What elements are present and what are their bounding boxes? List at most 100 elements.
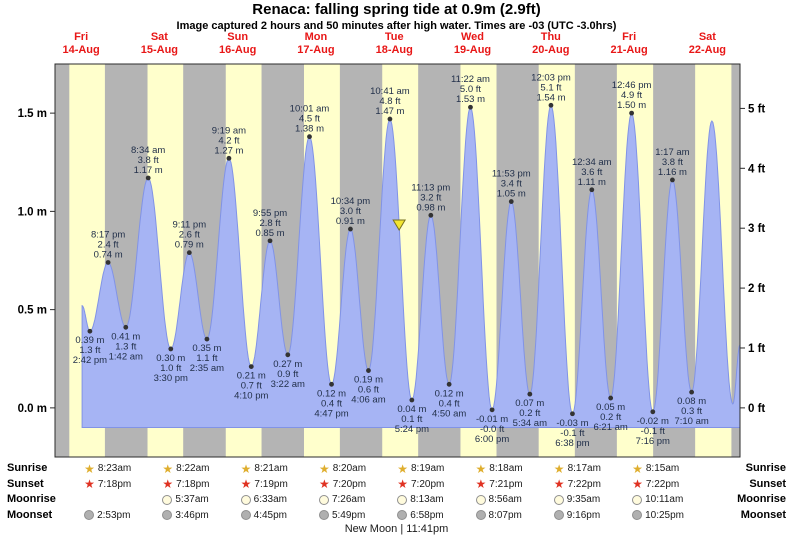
sunset-icon: ★ bbox=[318, 477, 330, 491]
moonrise-time: 9:35am bbox=[566, 494, 601, 505]
tide-label-high: 10:01 am 4.5 ft 1.38 m bbox=[290, 104, 330, 135]
day-name-label: Thu bbox=[541, 31, 561, 43]
day-date-label: 14-Aug bbox=[62, 44, 99, 56]
sunrise-time: 8:20am bbox=[332, 463, 367, 474]
sunset-time: 7:22pm bbox=[645, 478, 680, 490]
day-date-label: 17-Aug bbox=[297, 44, 334, 56]
sunset-time: 7:20pm bbox=[411, 478, 445, 490]
sunset-entry: ★ 7:20pm bbox=[397, 477, 444, 492]
moonrise-time: 10:11am bbox=[645, 494, 684, 505]
sunrise-icon: ★ bbox=[240, 461, 252, 476]
tide-point bbox=[366, 368, 371, 373]
sunrise-entry: ★ 8:23am bbox=[84, 461, 131, 476]
moonrise-icon bbox=[475, 494, 486, 505]
tide-point bbox=[508, 199, 514, 204]
day-name-label: Fri bbox=[74, 31, 88, 43]
sunrise-entry: ★ 8:20am bbox=[319, 461, 366, 476]
sunset-row-label-left: Sunset bbox=[7, 477, 44, 490]
day-name-label: Tue bbox=[385, 31, 404, 43]
moonset-time: 5:49pm bbox=[331, 509, 366, 521]
sunset-icon: ★ bbox=[240, 477, 252, 491]
tide-point bbox=[226, 155, 232, 161]
tide-label-low: 0.21 m 0.7 ft 4:10 pm bbox=[234, 371, 268, 402]
sunrise-icon: ★ bbox=[84, 461, 95, 476]
tide-point bbox=[186, 250, 192, 256]
tide-point bbox=[446, 381, 452, 387]
tide-point bbox=[285, 352, 291, 358]
tide-label-high: 11:53 pm 3.4 ft 1.05 m bbox=[492, 169, 531, 200]
tide-label-low: 0.04 m 0.1 ft 5:24 pm bbox=[395, 404, 429, 435]
moonrise-time: 7:26am bbox=[331, 494, 366, 505]
tide-label-high: 1:17 am 3.8 ft 1.16 m bbox=[655, 147, 689, 178]
tide-point bbox=[348, 226, 353, 232]
sunset-icon: ★ bbox=[84, 477, 95, 491]
tide-label-high: 9:19 am 4.2 ft 1.27 m bbox=[212, 125, 246, 156]
moonrise-icon bbox=[397, 494, 408, 505]
sunrise-entry: ★ 8:18am bbox=[476, 461, 523, 476]
tide-point bbox=[629, 110, 635, 116]
tide-point bbox=[428, 212, 434, 218]
moonset-entry: 5:49pm bbox=[318, 508, 366, 523]
sunrise-time: 8:17am bbox=[567, 463, 601, 474]
tide-point bbox=[570, 411, 575, 417]
moonset-row-label-right: Moonset bbox=[740, 508, 786, 521]
moonrise-icon bbox=[162, 494, 173, 505]
left-axis-label: 1.5 m bbox=[18, 108, 47, 120]
moonrise-row-label-right: Moonrise bbox=[737, 493, 786, 505]
moonrise-row-label-left: Moonrise bbox=[7, 493, 56, 505]
tide-point bbox=[168, 346, 174, 352]
moonset-icon bbox=[397, 510, 408, 520]
sunset-row: Sunset Sunset ★ 7:18pm ★ 7:18pm ★ 7:19pm ★ 7:20pm… bbox=[0, 477, 793, 492]
tide-curve bbox=[81, 104, 741, 428]
tide-label-high: 10:34 pm 3.0 ft 0.91 m bbox=[331, 196, 371, 227]
sunset-entry: ★ 7:19pm bbox=[241, 477, 288, 492]
right-axis-label: 3 ft bbox=[748, 223, 765, 235]
moonset-icon bbox=[162, 510, 173, 520]
tide-point bbox=[387, 116, 393, 122]
tide-point bbox=[307, 134, 312, 140]
moonset-entry: 8:07pm bbox=[475, 508, 522, 523]
moonrise-icon bbox=[318, 494, 329, 505]
sunrise-entry: ★ 8:22am bbox=[162, 461, 209, 476]
tide-label-low: 0.41 m 1.3 ft 1:42 am bbox=[109, 331, 143, 362]
sunrise-icon: ★ bbox=[475, 461, 487, 476]
sunrise-icon: ★ bbox=[553, 461, 565, 476]
sunrise-icon: ★ bbox=[162, 461, 174, 476]
moonrise-entry: 7:26am bbox=[318, 492, 366, 507]
sunset-entry: ★ 7:20pm bbox=[319, 477, 366, 492]
moonrise-icon bbox=[240, 494, 251, 505]
sunset-entry: ★ 7:22pm bbox=[632, 477, 679, 492]
tide-label-low: 0.19 m 0.6 ft 4:06 am bbox=[351, 375, 385, 406]
tide-label-low: 0.27 m 0.9 ft 3:22 am bbox=[271, 359, 305, 390]
day-date-label: 20-Aug bbox=[532, 44, 569, 56]
right-axis-label: 0 ft bbox=[748, 403, 765, 415]
right-axis-label: 4 ft bbox=[748, 163, 765, 175]
sunset-time: 7:19pm bbox=[254, 478, 288, 490]
tide-point bbox=[87, 328, 93, 334]
sunset-entry: ★ 7:18pm bbox=[162, 477, 209, 492]
tide-label-low: -0.02 m -0.1 ft 7:16 pm bbox=[636, 416, 670, 447]
moonrise-entry: 10:11am bbox=[632, 492, 683, 507]
sunrise-row-label-right: Sunrise bbox=[745, 462, 786, 474]
tide-point bbox=[468, 104, 473, 110]
moonrise-entry: 8:13am bbox=[397, 492, 444, 507]
left-axis-label: 1.0 m bbox=[18, 206, 47, 218]
tide-point bbox=[489, 407, 495, 413]
sunset-icon: ★ bbox=[397, 477, 408, 491]
day-date-label: 16-Aug bbox=[219, 44, 256, 56]
moonrise-icon bbox=[553, 494, 564, 505]
moonset-time: 10:25pm bbox=[645, 509, 685, 521]
tide-point bbox=[204, 336, 210, 342]
moonset-icon bbox=[84, 510, 95, 520]
sunset-time: 7:21pm bbox=[489, 478, 523, 490]
tide-label-low: 0.39 m 1.3 ft 2:42 pm bbox=[73, 335, 107, 366]
tide-label-low: 0.07 m 0.2 ft 5:34 am bbox=[513, 398, 547, 429]
sunset-icon: ★ bbox=[475, 477, 487, 491]
tide-label-high: 9:55 pm 2.8 ft 0.85 m bbox=[253, 208, 287, 239]
moonset-time: 9:16pm bbox=[566, 509, 601, 521]
tide-point bbox=[123, 324, 129, 330]
sunset-time: 7:18pm bbox=[176, 478, 210, 490]
tide-label-high: 8:17 pm 2.4 ft 0.74 m bbox=[91, 229, 125, 260]
moonset-entry: 10:25pm bbox=[632, 508, 684, 523]
